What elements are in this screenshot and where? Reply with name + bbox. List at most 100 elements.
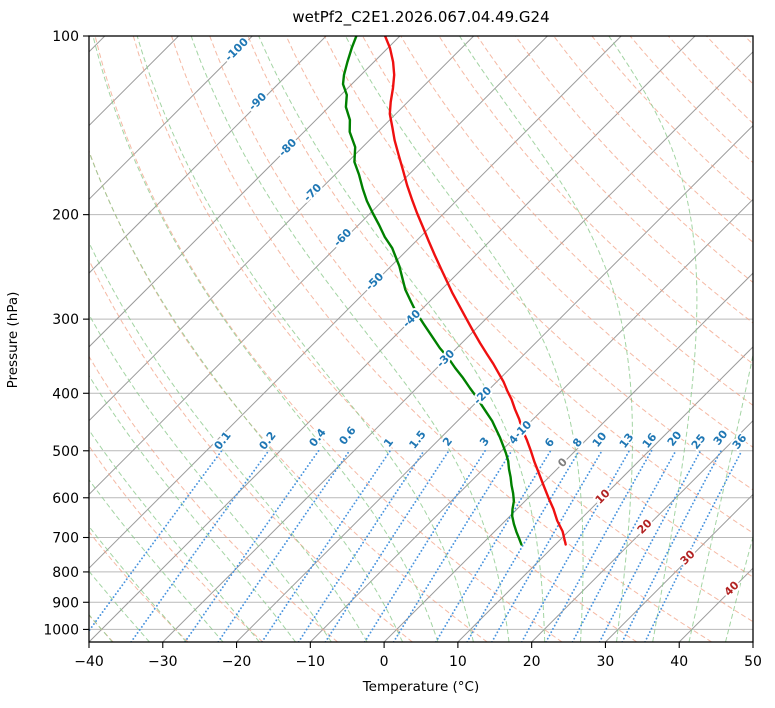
isotherm-line bbox=[383, 272, 753, 642]
moist-adiabat-line bbox=[89, 525, 187, 642]
moist-adiabat-line bbox=[89, 374, 296, 642]
moist-adiabat-line bbox=[688, 352, 753, 642]
y-tick-label: 200 bbox=[52, 208, 79, 224]
y-tick-label: 600 bbox=[52, 491, 79, 507]
moist-adiabat-line bbox=[608, 36, 698, 642]
mixing-ratio-line bbox=[644, 449, 743, 642]
moist-adiabat-line bbox=[89, 150, 404, 642]
dry-adiabats bbox=[89, 36, 753, 642]
x-tick-label: 50 bbox=[744, 654, 762, 670]
dry-adiabat-line bbox=[744, 36, 753, 46]
isotherm-line bbox=[752, 641, 753, 642]
isotherm-label: 0 bbox=[555, 455, 570, 470]
moist-adiabat-line bbox=[89, 570, 150, 642]
pressure-gridlines bbox=[89, 36, 753, 630]
dry-adiabat-line bbox=[89, 355, 338, 642]
dry-adiabat-line bbox=[89, 445, 264, 642]
page-title: wetPf2_C2E1.2026.067.04.49.G24 bbox=[292, 8, 550, 26]
isotherm-label: -100 bbox=[222, 35, 251, 64]
mixing-ratio-line bbox=[435, 449, 552, 642]
x-tick-label: −30 bbox=[148, 654, 178, 670]
y-tick-label: 1000 bbox=[43, 622, 79, 638]
isotherm-line bbox=[89, 36, 401, 348]
dry-adiabat-line bbox=[171, 36, 712, 642]
mixing-ratio-line bbox=[520, 449, 631, 642]
moist-adiabat-line bbox=[92, 36, 439, 642]
isotherm-line bbox=[678, 567, 753, 642]
dry-adiabat-line bbox=[400, 36, 753, 406]
isotherm-label: 40 bbox=[722, 578, 742, 598]
mixing-ratio-label: 2 bbox=[440, 435, 455, 449]
isotherm-line bbox=[89, 36, 253, 201]
dry-adiabat-line bbox=[89, 530, 189, 642]
isotherm-line bbox=[89, 36, 475, 422]
isotherm-label: -50 bbox=[363, 270, 386, 293]
x-tick-label: 0 bbox=[380, 654, 389, 670]
plot-border bbox=[88, 35, 754, 643]
moist-adiabat-line bbox=[725, 535, 753, 642]
x-tick-label: 20 bbox=[523, 654, 541, 670]
mixing-ratio-label: 0.1 bbox=[211, 429, 233, 452]
isotherm-label: 30 bbox=[678, 547, 698, 567]
x-tick-label: 40 bbox=[670, 654, 688, 670]
dry-adiabat-line bbox=[629, 36, 753, 164]
isotherm-line bbox=[89, 36, 696, 642]
moist-adiabat-line bbox=[345, 36, 584, 642]
mixing-ratio-line bbox=[598, 449, 702, 642]
mixing-ratio-labels: 0.1 0.2 0.4 0.6 1 1.5 2 3 4 6 8 10 13 16 20 25 30 36 bbox=[210, 422, 752, 454]
isotherm-line bbox=[89, 36, 622, 569]
dry-adiabat-line bbox=[706, 36, 753, 85]
moist-adiabat-line bbox=[136, 36, 474, 642]
mixing-ratio-label: 0.6 bbox=[336, 424, 358, 448]
isotherm-line bbox=[531, 419, 753, 642]
mixing-ratio-label: 0.4 bbox=[306, 426, 328, 450]
mixing-ratio-line bbox=[363, 449, 486, 642]
y-tick-label: 400 bbox=[52, 386, 79, 402]
moist-adiabat-line bbox=[190, 36, 510, 642]
dry-adiabat-line bbox=[438, 36, 753, 365]
mixing-ratio-label: 36 bbox=[730, 431, 750, 451]
x-tick-label: −10 bbox=[296, 654, 326, 670]
dry-adiabat-line bbox=[362, 36, 753, 448]
y-tick-label: 800 bbox=[52, 565, 79, 581]
x-tick-label: 10 bbox=[449, 654, 467, 670]
moist-adiabats bbox=[89, 36, 753, 642]
y-tick-label: 300 bbox=[52, 312, 79, 328]
y-tick-label: 500 bbox=[52, 444, 79, 460]
moist-adiabat-line bbox=[89, 613, 113, 642]
dry-adiabat-line bbox=[94, 36, 563, 642]
mixing-ratio-line bbox=[261, 449, 392, 642]
mixing-ratio-lines bbox=[89, 449, 743, 642]
mixing-ratio-line bbox=[324, 449, 450, 642]
dry-adiabat-line bbox=[476, 36, 753, 324]
isotherm-label: -90 bbox=[246, 90, 269, 113]
isotherm-line bbox=[89, 36, 548, 496]
mixing-ratio-label: 30 bbox=[711, 427, 731, 447]
mixing-ratio-label: 6 bbox=[542, 435, 557, 449]
isotherm-line bbox=[89, 36, 327, 274]
mixing-ratio-label: 1.5 bbox=[406, 428, 428, 451]
mixing-ratio-label: 0.2 bbox=[256, 429, 278, 452]
temperature-line bbox=[383, 36, 567, 546]
isotherm-line bbox=[162, 51, 753, 642]
isotherm-lines bbox=[89, 36, 753, 642]
mixing-ratio-line bbox=[466, 449, 581, 642]
mixing-ratio-line bbox=[130, 449, 270, 642]
isotherm-label: -70 bbox=[301, 181, 324, 204]
x-tick-label: −40 bbox=[74, 654, 104, 670]
y-tick-label: 100 bbox=[52, 29, 79, 45]
mixing-ratio-line bbox=[89, 449, 223, 633]
moist-adiabat-line bbox=[89, 429, 260, 642]
isotherm-label: -60 bbox=[331, 226, 354, 249]
mixing-ratio-label: 3 bbox=[477, 435, 492, 449]
mixing-ratio-line bbox=[297, 449, 425, 642]
mixing-ratio-line bbox=[491, 449, 603, 642]
mixing-ratio-line bbox=[545, 449, 653, 642]
mixing-ratio-label: 25 bbox=[689, 432, 709, 452]
dewpoint-line bbox=[341, 36, 523, 546]
moist-adiabat-line bbox=[89, 313, 332, 642]
y-tick-label: 700 bbox=[52, 531, 79, 547]
